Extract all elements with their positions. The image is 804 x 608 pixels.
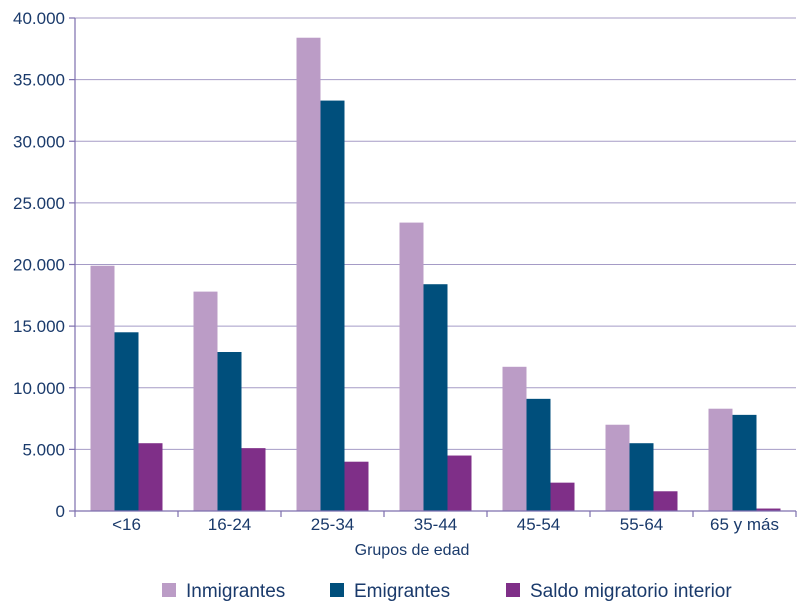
axes <box>74 18 796 512</box>
bar <box>502 366 527 511</box>
bar <box>550 482 575 511</box>
x-tick-label: 55-64 <box>620 515 663 534</box>
y-tick-label: 0 <box>56 502 65 521</box>
y-axis-tick-labels: 0 5.000 10.000 15.000 20.000 25.000 30.000 35.0… <box>13 9 75 521</box>
y-tick-label: 10.000 <box>13 379 65 398</box>
bar <box>296 37 321 511</box>
y-tick-label: 15.000 <box>13 317 65 336</box>
x-tick-label: 45-54 <box>517 515 560 534</box>
legend-swatch <box>162 583 176 597</box>
legend-label: Inmigrantes <box>186 581 285 602</box>
bar <box>320 100 345 511</box>
x-axis-tick-labels: <16 16-24 25-34 35-44 45-54 55-64 65 y más <box>74 511 797 534</box>
y-tick-label: 25.000 <box>13 194 65 213</box>
y-tick-label: 20.000 <box>13 256 65 275</box>
legend-label: Saldo migratorio interior <box>530 581 732 602</box>
bar <box>605 424 630 511</box>
legend-swatch <box>330 583 344 597</box>
legend-item: Inmigrantes <box>162 581 285 602</box>
bar <box>399 222 424 511</box>
x-tick-label: 35-44 <box>414 515 457 534</box>
bar <box>629 443 654 511</box>
legend-swatch <box>506 583 520 597</box>
bar <box>241 448 266 511</box>
x-tick-label: 25-34 <box>311 515 354 534</box>
y-tick-label: 40.000 <box>13 9 65 28</box>
bars <box>90 37 781 511</box>
bar <box>653 491 678 511</box>
legend: Inmigrantes Emigrantes Saldo migratorio in… <box>162 581 732 602</box>
bar <box>90 265 115 511</box>
bar <box>732 414 757 511</box>
bar <box>447 455 472 511</box>
bar <box>344 461 369 511</box>
y-tick-label: 5.000 <box>22 440 65 459</box>
bar <box>217 352 242 511</box>
y-tick-label: 35.000 <box>13 71 65 90</box>
bar <box>114 332 139 511</box>
bar <box>708 408 733 511</box>
bar <box>193 291 218 511</box>
legend-item: Saldo migratorio interior <box>506 581 732 602</box>
bar <box>526 398 551 511</box>
x-tick-label: 16-24 <box>208 515 251 534</box>
legend-label: Emigrantes <box>354 581 450 602</box>
legend-item: Emigrantes <box>330 581 450 602</box>
bar <box>138 443 163 511</box>
x-tick-label: 65 y más <box>710 515 779 534</box>
x-tick-label: <16 <box>112 515 141 534</box>
y-tick-label: 30.000 <box>13 132 65 151</box>
bar <box>756 508 781 511</box>
bar <box>423 284 448 511</box>
x-axis-title: Grupos de edad <box>355 542 470 559</box>
